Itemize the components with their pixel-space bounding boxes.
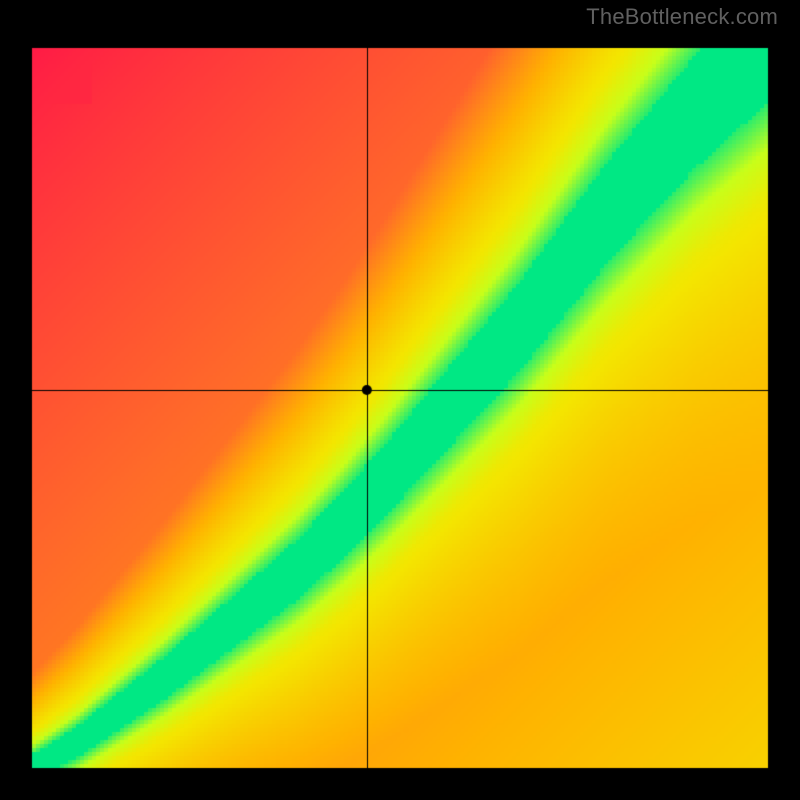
watermark-text: TheBottleneck.com bbox=[586, 4, 778, 30]
bottleneck-heatmap bbox=[0, 0, 800, 800]
